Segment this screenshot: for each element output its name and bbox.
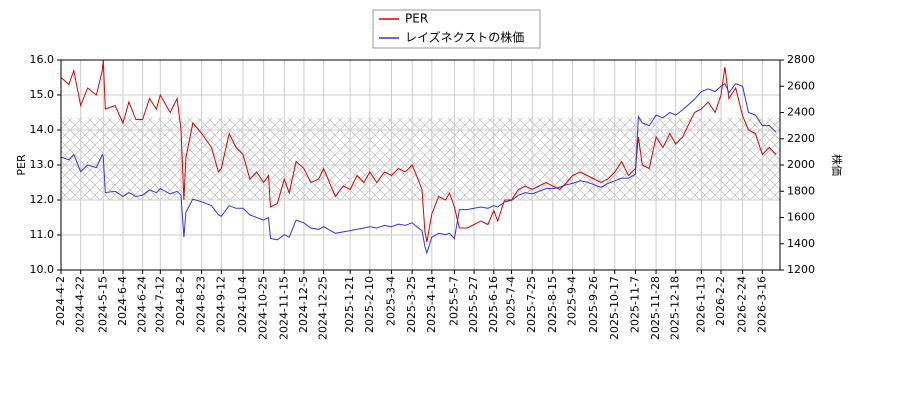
y-tick-label: 13.0 (30, 158, 55, 171)
x-tick-label: 2024-7-12 (153, 276, 166, 333)
x-tick-label: 2025-5-7 (447, 276, 460, 326)
x-tick-label: 2025-3-25 (405, 276, 418, 333)
x-tick-label: 2025-6-16 (487, 276, 500, 333)
x-tick-label: 2024-9-12 (214, 276, 227, 333)
x-tick-label: 2025-11-7 (628, 276, 641, 333)
x-tick-label: 2024-5-15 (96, 276, 109, 333)
x-tick-label: 2025-5-27 (467, 276, 480, 333)
x-tick-label: 2025-12-18 (669, 276, 682, 340)
x-tick-label: 2025-10-17 (608, 276, 621, 340)
x-tick-label: 2024-12-5 (297, 276, 310, 333)
legend-label: レイズネクストの株価 (405, 30, 524, 45)
x-tick-label: 2025-3-4 (384, 276, 397, 326)
y2-tick-label: 2200 (787, 132, 815, 145)
x-tick-label: 2024-10-4 (236, 276, 249, 333)
x-tick-label: 2025-7-4 (504, 276, 517, 326)
x-tick-label: 2024-6-4 (116, 276, 129, 326)
x-tick-label: 2025-9-26 (587, 276, 600, 333)
y2-tick-label: 1400 (787, 237, 815, 250)
x-tick-label: 2024-11-15 (277, 276, 290, 340)
y2-axis-label: 株価 (830, 154, 844, 176)
y-tick-label: 15.0 (30, 88, 55, 101)
y-tick-label: 11.0 (30, 228, 55, 241)
x-tick-label: 2025-4-14 (425, 276, 438, 333)
y2-tick-label: 1200 (787, 263, 815, 276)
y2-tick-label: 2400 (787, 106, 815, 119)
y-tick-label: 16.0 (30, 53, 55, 66)
x-tick-label: 2024-4-22 (74, 276, 87, 333)
x-tick-label: 2026-1-13 (694, 276, 707, 333)
plot-area (60, 59, 780, 271)
y-tick-label: 10.0 (30, 263, 55, 276)
x-tick-label: 2025-1-21 (343, 276, 356, 333)
y2-tick-label: 2800 (787, 53, 815, 66)
y-axis-label: PER (15, 154, 28, 176)
x-tick-label: 2025-7-25 (525, 276, 538, 333)
x-tick-label: 2024-6-24 (136, 276, 149, 333)
x-tick-label: 2024-8-2 (174, 276, 187, 326)
x-tick-label: 2024-12-25 (317, 276, 330, 340)
x-tick-label: 2025-2-10 (363, 276, 376, 333)
x-tick-label: 2024-4-2 (54, 276, 67, 326)
x-tick-label: 2024-10-25 (257, 276, 270, 340)
y2-tick-label: 2600 (787, 79, 815, 92)
x-tick-label: 2026-2-24 (736, 276, 749, 333)
legend (372, 9, 541, 49)
x-tick-label: 2024-8-23 (195, 276, 208, 333)
x-tick-label: 2026-2-2 (714, 276, 727, 326)
y-tick-label: 12.0 (30, 193, 55, 206)
series-line (60, 82, 777, 255)
y-tick-label: 14.0 (30, 123, 55, 136)
x-tick-label: 2025-8-15 (546, 276, 559, 333)
x-tick-label: 2025-9-4 (565, 276, 578, 326)
x-tick-label: 2025-11-28 (649, 276, 662, 340)
y2-tick-label: 1600 (787, 211, 815, 224)
y2-tick-label: 1800 (787, 184, 815, 197)
series-line (60, 59, 777, 243)
legend-label: PER (405, 12, 428, 26)
x-tick-label: 2026-3-16 (755, 276, 768, 333)
y2-tick-label: 2000 (787, 158, 815, 171)
